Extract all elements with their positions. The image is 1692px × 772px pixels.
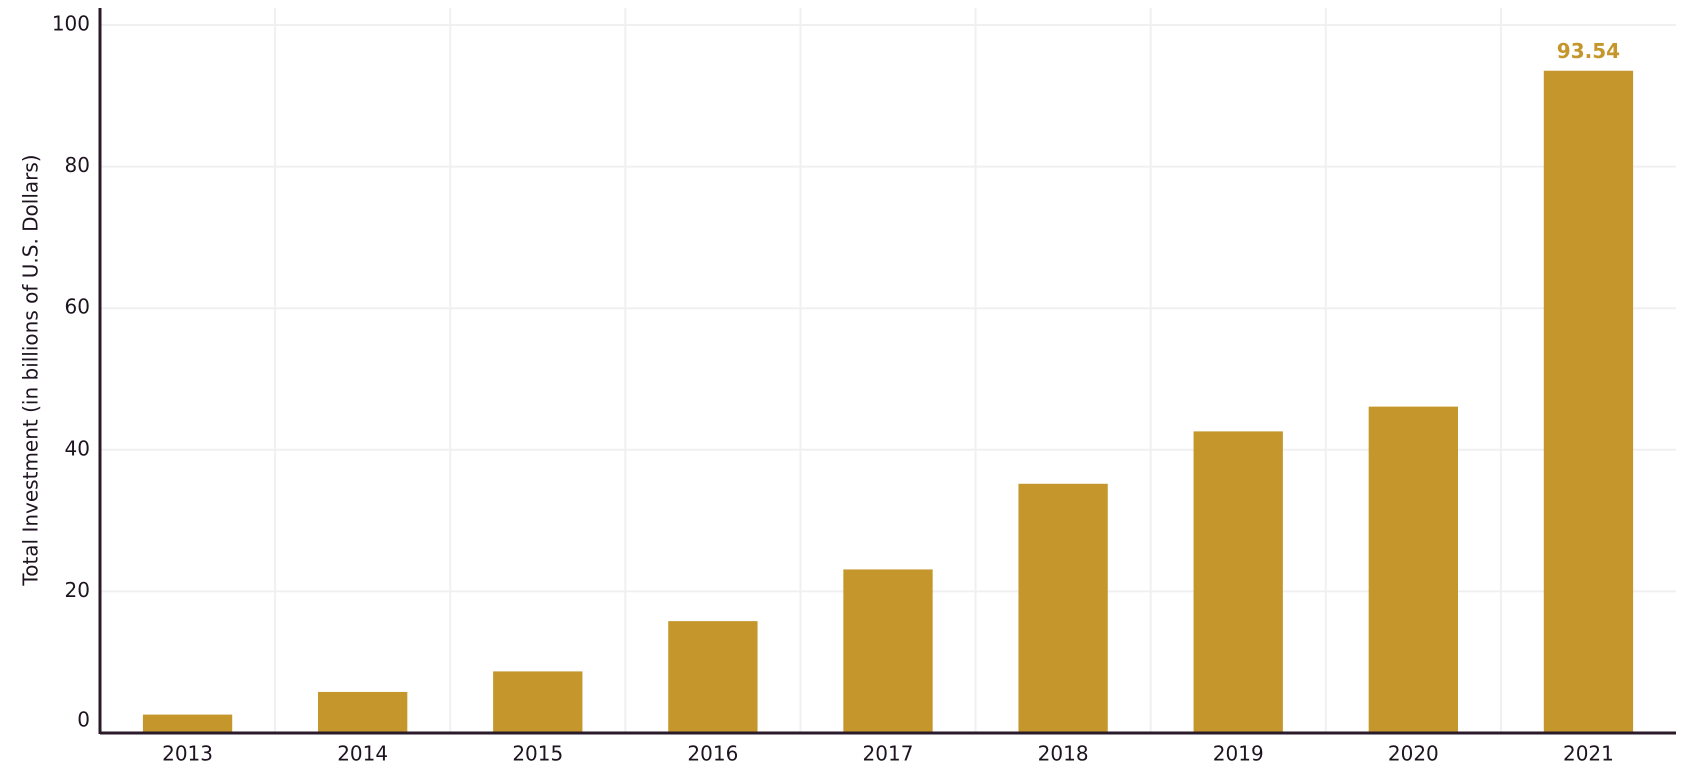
- y-tick-label: 20: [65, 578, 90, 602]
- y-tick-label: 40: [65, 436, 90, 460]
- bar: [142, 714, 233, 733]
- bar: [493, 671, 583, 733]
- bar: [1193, 431, 1283, 733]
- y-tick-label: 0: [77, 708, 90, 732]
- y-tick-label: 80: [65, 153, 90, 177]
- data-label: 93.54: [1557, 39, 1620, 63]
- x-tick-label: 2013: [162, 742, 213, 766]
- y-axis-label: Total Investment (in billions of U.S. Do…: [19, 154, 43, 586]
- x-tick-label: 2019: [1213, 742, 1264, 766]
- bar: [843, 569, 933, 733]
- x-tick-label: 2020: [1388, 742, 1439, 766]
- y-tick-label: 100: [52, 12, 90, 36]
- x-tick-label: 2015: [512, 742, 563, 766]
- x-tick-label: 2021: [1563, 742, 1614, 766]
- x-tick-label: 2018: [1038, 742, 1089, 766]
- bar: [318, 691, 408, 733]
- bar: [1018, 483, 1108, 733]
- bar: [1368, 406, 1458, 733]
- x-tick-label: 2014: [337, 742, 388, 766]
- y-tick-label: 60: [65, 295, 90, 319]
- x-tick-label: 2017: [863, 742, 914, 766]
- x-tick-label: 2016: [687, 742, 738, 766]
- bar: [1543, 70, 1634, 733]
- bar: [668, 621, 758, 733]
